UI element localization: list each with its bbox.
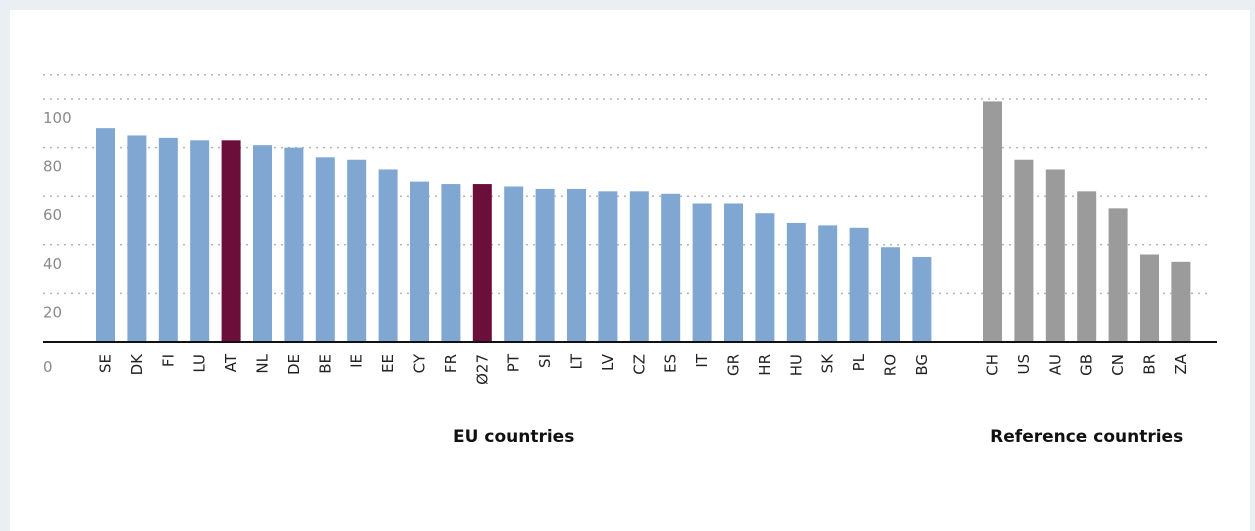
bar-BE bbox=[315, 157, 335, 342]
grid-lines bbox=[43, 73, 1210, 295]
y-tick-label-zero: 0 bbox=[43, 358, 53, 376]
bar-NL bbox=[253, 145, 272, 342]
bar-AU bbox=[1045, 169, 1065, 342]
x-tick-label-AU: AU bbox=[1046, 354, 1064, 375]
x-axis-labels: SE DK FI LU AT NL DE BE IE EE CY FR Ø27 PT SI LT LV CZ ES I… bbox=[97, 353, 1190, 385]
bar-US bbox=[1014, 159, 1034, 342]
x-tick-label-FR: FR bbox=[442, 354, 460, 373]
group-label: EU countries bbox=[453, 427, 574, 447]
x-tick-label-LV: LV bbox=[599, 353, 617, 371]
x-tick-label-CZ: CZ bbox=[630, 354, 648, 375]
x-tick-label-PT: PT bbox=[505, 353, 523, 372]
bar-RO bbox=[881, 247, 900, 342]
x-tick-label-SK: SK bbox=[819, 353, 837, 374]
bar-SE bbox=[96, 128, 115, 342]
bar-chart: 20 40 60 80 100 0 SE DK FI LU AT NL DE BE IE EE CY FR Ø27… bbox=[43, 73, 1217, 447]
x-tick-label-EE: EE bbox=[379, 354, 397, 373]
bar-GR bbox=[724, 203, 743, 342]
x-tick-label-GB: GB bbox=[1078, 354, 1096, 376]
x-tick-label-US: US bbox=[1015, 354, 1033, 375]
x-tick-label-BR: BR bbox=[1141, 354, 1159, 375]
x-tick-label-CN: CN bbox=[1109, 354, 1127, 376]
x-tick-label-DE: DE bbox=[285, 354, 303, 375]
bar-Ø27 bbox=[472, 184, 492, 342]
bar-FR bbox=[441, 184, 461, 342]
x-tick-label-FI: FI bbox=[159, 354, 177, 367]
x-tick-label-HU: HU bbox=[787, 354, 805, 376]
x-tick-label-IE: IE bbox=[348, 354, 366, 368]
bar-CZ bbox=[629, 191, 649, 342]
bar-AT bbox=[221, 140, 241, 342]
bar-HR bbox=[755, 213, 775, 342]
bar-LT bbox=[567, 188, 586, 342]
x-tick-label-GR: GR bbox=[725, 354, 743, 376]
group-label: Reference countries bbox=[990, 427, 1183, 447]
bar-GB bbox=[1077, 191, 1097, 342]
x-tick-label-HR: HR bbox=[756, 354, 774, 376]
x-tick-label-CH: CH bbox=[984, 354, 1002, 376]
bar-BG bbox=[912, 256, 932, 342]
x-tick-label-RO: RO bbox=[882, 354, 900, 376]
bar-HU bbox=[786, 222, 806, 342]
x-tick-label-PL: PL bbox=[850, 353, 868, 371]
chart-card: 20 40 60 80 100 0 SE DK FI LU AT NL DE BE IE EE CY FR Ø27… bbox=[10, 10, 1250, 531]
bar-ES bbox=[661, 193, 681, 342]
y-tick-label: 40 bbox=[43, 255, 62, 273]
y-tick-label: 80 bbox=[43, 158, 62, 176]
y-tick-label: 100 bbox=[43, 109, 72, 127]
x-tick-label-ES: ES bbox=[662, 354, 680, 373]
bar-CY bbox=[410, 181, 429, 342]
bar-CN bbox=[1108, 208, 1128, 342]
y-tick-label: 20 bbox=[43, 303, 62, 321]
bars bbox=[96, 101, 1191, 343]
x-tick-label-LT: LT bbox=[568, 353, 586, 369]
bar-ZA bbox=[1171, 261, 1191, 342]
x-tick-label-BE: BE bbox=[316, 354, 334, 374]
bar-IE bbox=[347, 159, 367, 342]
x-tick-label-SE: SE bbox=[97, 354, 115, 373]
x-tick-label-ZA: ZA bbox=[1172, 353, 1190, 374]
bar-LU bbox=[190, 140, 210, 342]
bar-CH bbox=[983, 101, 1002, 343]
y-axis-ticks: 20 40 60 80 100 0 bbox=[43, 109, 72, 376]
bar-BR bbox=[1140, 254, 1159, 342]
bar-LV bbox=[598, 191, 618, 342]
group-labels: EU countries Reference countries bbox=[453, 427, 1183, 447]
bar-FI bbox=[158, 137, 178, 342]
bar-PT bbox=[504, 186, 524, 342]
bar-SI bbox=[535, 188, 555, 342]
bar-SK bbox=[818, 225, 838, 342]
x-tick-label-NL: NL bbox=[254, 353, 272, 373]
bar-DK bbox=[127, 135, 147, 342]
bar-EE bbox=[378, 169, 398, 342]
bar-DE bbox=[284, 147, 304, 342]
x-tick-label-BG: BG bbox=[913, 354, 931, 376]
x-tick-label-Ø27: Ø27 bbox=[473, 354, 491, 385]
bar-IT bbox=[692, 203, 712, 342]
bar-PL bbox=[849, 227, 869, 342]
x-tick-label-LU: LU bbox=[191, 354, 209, 373]
x-tick-label-DK: DK bbox=[128, 353, 146, 376]
y-tick-label: 60 bbox=[43, 206, 62, 224]
x-tick-label-AT: AT bbox=[222, 353, 240, 372]
x-tick-label-IT: IT bbox=[693, 353, 711, 367]
x-tick-label-SI: SI bbox=[536, 354, 554, 368]
x-tick-label-CY: CY bbox=[411, 353, 429, 373]
